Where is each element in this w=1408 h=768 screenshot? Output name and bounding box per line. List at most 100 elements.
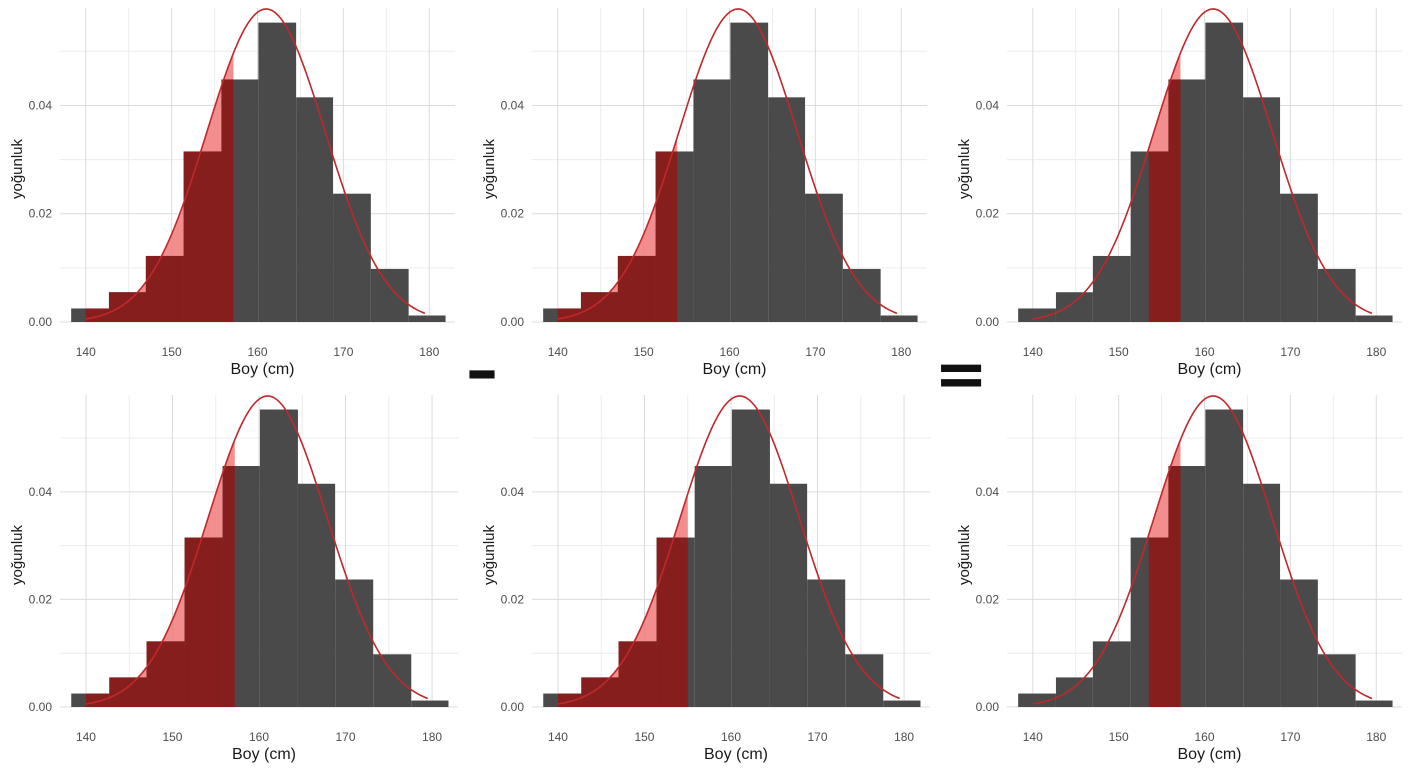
x-tick-label: 140	[1023, 345, 1043, 359]
shaded-bar-segment	[617, 255, 656, 322]
shaded-bar-segment	[655, 151, 678, 322]
histogram-bar	[1055, 292, 1093, 322]
panel-5: 140 150 160 170 180 0.00 0.02 0.04 Boy (cm) yoğun…	[481, 395, 930, 763]
histogram-bar	[335, 579, 374, 707]
x-tick-label: 140	[548, 730, 568, 744]
shaded-bar-segment	[580, 292, 618, 322]
panel-2: 140 150 160 170 180 0.00 0.02 0.04 Boy (cm) yoğun…	[481, 8, 927, 378]
histogram-bar	[1280, 193, 1318, 322]
histogram-bar	[1092, 641, 1131, 707]
shaded-bar-segment	[1168, 79, 1181, 322]
y-axis-label: yoğunluk	[481, 524, 498, 585]
histogram-bars	[543, 22, 918, 323]
x-tick-label: 170	[1280, 730, 1300, 744]
histogram-bars	[1018, 409, 1393, 707]
x-tick-label: 170	[333, 345, 353, 359]
shaded-bar-region	[85, 466, 235, 707]
histogram-bar	[1055, 677, 1093, 707]
y-tick-label: 0.02	[976, 207, 1000, 221]
histogram-bar	[1317, 654, 1356, 707]
x-tick-label: 180	[1366, 730, 1386, 744]
x-axis-label: Boy (cm)	[703, 361, 767, 378]
x-tick-label: 160	[249, 730, 269, 744]
x-tick-label: 160	[719, 345, 739, 359]
shaded-bar-region	[1148, 466, 1181, 707]
y-tick-label: 0.04	[976, 98, 1000, 112]
shaded-bar-region	[557, 537, 688, 707]
shaded-bar-segment	[221, 79, 234, 322]
y-tick-label: 0.04	[501, 485, 525, 499]
x-tick-label: 170	[808, 730, 828, 744]
panel-6: 140 150 160 170 180 0.00 0.02 0.04 Boy (cm) yoğun…	[956, 395, 1402, 763]
shaded-bar-segment	[183, 151, 222, 322]
panel-3: 140 150 160 170 180 0.00 0.02 0.04 Boy (cm) yoğun…	[956, 8, 1402, 378]
shaded-bar-region	[85, 79, 234, 322]
histogram-bar	[411, 700, 449, 707]
histogram-bar	[1355, 700, 1393, 707]
histogram-bars	[71, 22, 446, 323]
histogram-bar	[1280, 579, 1318, 707]
histogram-bar	[333, 193, 371, 322]
shaded-bar-segment	[145, 255, 184, 322]
y-tick-label: 0.02	[976, 592, 1000, 606]
panels: 140 150 160 170 180 0.00 0.02 0.04 Boy (cm) yoğun…	[9, 8, 1402, 763]
x-tick-label: 160	[247, 345, 267, 359]
histogram-bars	[71, 409, 449, 707]
histogram-bar	[1243, 483, 1281, 707]
y-tick-label: 0.00	[976, 315, 1000, 329]
shaded-bar-segment	[1148, 537, 1169, 707]
histogram-bar	[408, 315, 446, 322]
shaded-bar-segment	[85, 693, 110, 707]
normal-density-curve	[85, 395, 429, 705]
shaded-bar-segment	[557, 693, 582, 707]
shaded-bar-segment	[108, 292, 146, 322]
x-tick-label: 140	[76, 345, 96, 359]
x-axis-label: Boy (cm)	[704, 746, 768, 763]
histogram-bar	[1092, 255, 1131, 322]
y-tick-label: 0.02	[501, 207, 525, 221]
y-tick-label: 0.04	[976, 485, 1000, 499]
y-axis-label: yoğunluk	[956, 524, 973, 585]
x-tick-label: 140	[76, 730, 96, 744]
x-tick-label: 150	[162, 345, 182, 359]
x-tick-label: 170	[336, 730, 356, 744]
equals-operator: =	[934, 338, 988, 412]
x-axis-label: Boy (cm)	[1178, 361, 1242, 378]
x-tick-label: 170	[1280, 345, 1300, 359]
histogram-bar	[805, 193, 843, 322]
y-axis-label: yoğunluk	[9, 524, 26, 585]
x-tick-label: 150	[1109, 730, 1129, 744]
normal-density-curve	[1032, 395, 1373, 705]
shaded-bar-segment	[1168, 466, 1181, 707]
y-axis-label: yoğunluk	[481, 138, 498, 199]
x-tick-label: 140	[1023, 730, 1043, 744]
normal-density-curve	[1032, 8, 1373, 320]
histogram-bar	[1317, 268, 1356, 322]
x-tick-label: 180	[422, 730, 442, 744]
x-tick-label: 150	[634, 730, 654, 744]
y-tick-label: 0.02	[501, 592, 525, 606]
y-axis-label: yoğunluk	[956, 138, 973, 199]
histogram-bar	[1018, 308, 1056, 322]
histogram-bar	[880, 315, 918, 322]
histogram-bar	[1018, 693, 1056, 707]
panel-1: 140 150 160 170 180 0.00 0.02 0.04 Boy (cm) yoğun…	[9, 8, 455, 378]
histogram-bar	[297, 483, 336, 707]
histogram-bar	[694, 466, 732, 707]
x-tick-label: 180	[1366, 345, 1386, 359]
x-tick-label: 170	[805, 345, 825, 359]
shaded-bar-segment	[618, 641, 657, 707]
histogram-bar	[693, 79, 731, 322]
histogram-bar	[370, 268, 409, 322]
shaded-bar-region	[1148, 79, 1181, 322]
x-tick-label: 180	[894, 730, 914, 744]
histogram-bar	[1205, 22, 1244, 322]
histogram-bar	[769, 483, 808, 707]
histogram-bar	[883, 700, 921, 707]
x-tick-label: 160	[721, 730, 741, 744]
histogram-bars	[1018, 22, 1393, 323]
y-tick-label: 0.04	[501, 98, 525, 112]
shaded-bar-region	[557, 151, 678, 322]
shaded-bar-segment	[184, 537, 223, 707]
